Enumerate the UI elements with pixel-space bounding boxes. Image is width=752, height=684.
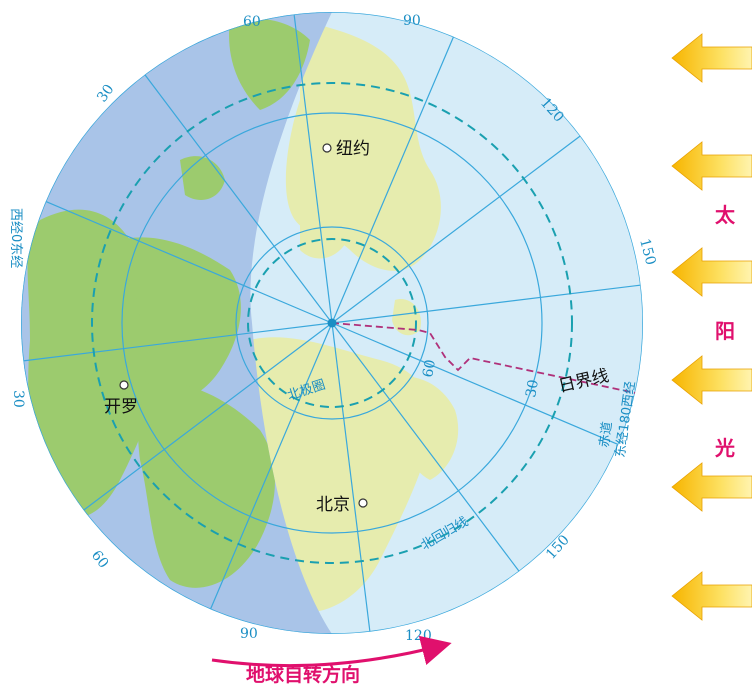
longitude-30-left: 30 <box>10 390 26 408</box>
rotation-label: 地球自转方向 <box>246 663 360 684</box>
latitude-60-label: 60 <box>420 358 439 378</box>
parallel-75 <box>235 226 429 420</box>
prime-meridian-label: 西经0东经 <box>8 208 23 268</box>
longitude-60-top: 60 <box>243 14 261 30</box>
longitude-90-top: 90 <box>403 13 421 29</box>
sunlight-arrows <box>671 33 752 621</box>
meridian-line <box>331 135 581 324</box>
land-day <box>234 20 459 613</box>
meridian-line <box>331 284 641 324</box>
longitude-90-bottom: 90 <box>240 626 258 642</box>
rotation-arrow <box>211 635 452 668</box>
date-line <box>331 322 643 396</box>
arctic-circle <box>247 238 417 408</box>
sunlight-arrow <box>671 141 752 191</box>
beijing-label: 北京 <box>316 495 350 515</box>
sunlight-arrow <box>671 355 752 405</box>
sunlight-arrow <box>671 462 752 512</box>
latitude-30-label: 30 <box>523 378 542 398</box>
beijing-dot <box>358 498 368 508</box>
cairo-dot <box>119 380 129 390</box>
longitude-120-bottom: 120 <box>405 628 432 644</box>
meridian-line <box>331 36 455 324</box>
sunlight-arrow <box>671 247 752 297</box>
meridian-line <box>331 322 520 572</box>
meridian-line <box>83 322 333 511</box>
meridian-line <box>331 322 371 632</box>
sunlight-char-3: 光 <box>714 436 735 460</box>
new-york-label: 纽约 <box>336 139 370 159</box>
sunlight-char-2: 阳 <box>715 319 735 343</box>
sunlight-char-1: 太 <box>715 203 736 227</box>
longitude-150-right: 150 <box>636 237 658 267</box>
meridian-line <box>45 200 333 324</box>
meridian-line <box>293 14 333 324</box>
meridian-line <box>331 322 619 446</box>
longitude-60-bottom: 60 <box>88 548 112 572</box>
meridians <box>23 14 641 632</box>
graticule <box>21 12 643 634</box>
equator-label: 赤道 <box>597 421 615 449</box>
sunlight-arrow <box>671 33 752 83</box>
cairo-label: 开罗 <box>104 397 138 417</box>
tropic-circle <box>91 82 573 564</box>
new-york-dot <box>322 143 332 153</box>
meridian-line <box>209 322 333 610</box>
sunlight-arrow <box>671 571 752 621</box>
parallel-45 <box>121 112 543 534</box>
meridian-line <box>23 322 333 362</box>
north-pole-marker <box>327 318 337 328</box>
meridian-line <box>144 74 333 324</box>
